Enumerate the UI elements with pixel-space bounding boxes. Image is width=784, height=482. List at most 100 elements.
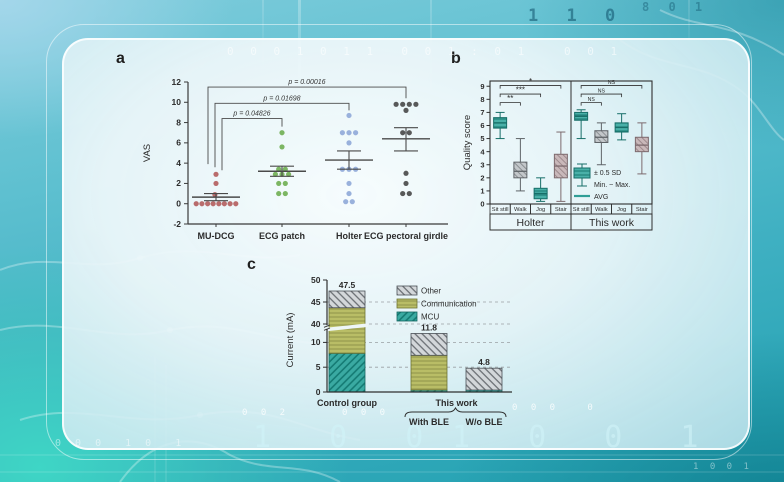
legend-sd-label: ± 0.5 SD <box>594 170 621 177</box>
y-tick-label: 10 <box>172 97 182 107</box>
condition-label: Sit still <box>492 207 509 213</box>
data-point <box>346 130 352 136</box>
data-point <box>406 190 412 197</box>
significance-bracket <box>214 102 350 168</box>
binary-digits-decoration: 1 0 0 1 <box>452 420 719 455</box>
y-tick-label: 12 <box>172 77 182 87</box>
condition-label: Stair <box>636 207 648 213</box>
significance-bracket <box>499 102 521 106</box>
y-tick-label: 8 <box>480 95 484 104</box>
data-point <box>233 201 239 207</box>
y-tick-label: 6 <box>176 138 181 148</box>
data-point <box>400 101 406 107</box>
binary-digits-decoration: 0 0 0 0 <box>512 403 597 413</box>
data-point <box>400 130 406 136</box>
y-tick-label: 50 <box>311 275 321 285</box>
y-axis-title: Quality score <box>462 115 473 170</box>
data-point <box>400 190 406 197</box>
data-point <box>349 199 355 205</box>
data-point <box>210 201 216 207</box>
significance-bracket <box>580 85 643 89</box>
legend-avg-label: AVG <box>594 194 608 201</box>
x-category-label: ECG patch <box>259 231 305 241</box>
legend-label: Other <box>421 287 441 296</box>
data-point <box>353 130 359 136</box>
legend-swatch-mcu <box>396 311 418 322</box>
y-tick-label: 7 <box>480 108 484 117</box>
data-point <box>272 171 278 177</box>
data-point <box>279 144 285 150</box>
data-point <box>282 166 288 172</box>
y-tick-label: 6 <box>480 121 484 130</box>
legend-swatch-other <box>396 285 418 296</box>
data-point <box>282 190 288 197</box>
data-point <box>205 201 211 207</box>
condition-label: Jog <box>617 207 626 213</box>
data-point <box>346 140 352 146</box>
x-category-label: ECG pectoral girdle <box>364 231 448 241</box>
bar-segment-other <box>410 333 448 356</box>
data-point <box>227 201 233 207</box>
y-tick-label: 4 <box>176 158 181 168</box>
y-axis-title: Current (mA) <box>285 313 296 368</box>
significance-label: * <box>529 77 532 86</box>
data-point <box>403 170 409 176</box>
data-point <box>346 190 352 197</box>
data-point <box>276 166 282 172</box>
y-tick-label: 0 <box>176 199 181 209</box>
significance-bracket <box>207 86 407 165</box>
binary-digits-decoration: 0 0 0 1 0 1 1 0 0 1 : 0 1 0 0 1 <box>227 45 623 58</box>
y-tick-label: 0 <box>480 200 484 209</box>
bar-segment-communication <box>410 354 448 391</box>
significance-label: NS <box>598 89 606 95</box>
bar-total-label: 47.5 <box>339 280 356 290</box>
significance-bracket <box>499 93 542 98</box>
data-point <box>216 201 222 207</box>
x-group-label: This work <box>435 398 478 408</box>
legend-minmax-label: Min. ~ Max. <box>594 182 630 189</box>
bar-total-label: 11.8 <box>421 322 437 332</box>
y-tick-label: 0 <box>316 387 321 397</box>
significance-label: NS <box>608 80 616 86</box>
p-value-label: p = 0.01698 <box>262 95 300 102</box>
binary-digits-decoration: 1 1 0 <box>528 6 625 26</box>
legend-box-glyph <box>573 167 591 179</box>
y-tick-label: -2 <box>173 219 181 229</box>
x-category-label: MU-DCG <box>198 231 235 241</box>
panel-a-scatter-chart: -2 0 2 4 6 8 10 12 VAS MU-DCG ECG patch Holter ECG p… <box>142 77 448 241</box>
data-point <box>343 199 349 205</box>
binary-digits-decoration: 1 0 0 1 <box>693 462 752 472</box>
data-point <box>403 180 409 187</box>
y-axis-title: VAS <box>142 144 153 162</box>
legend-label: MCU <box>421 313 439 322</box>
significance-bracket <box>580 102 602 106</box>
data-point <box>413 101 419 107</box>
panel-c-stacked-bar-chart: 47.5 11.8 4.8 0 5 10 40 45 50 Current (mA) Other Co… <box>285 275 512 427</box>
bar-total-label: 4.8 <box>478 357 490 367</box>
data-point <box>346 112 352 119</box>
panel-c-letter: c <box>247 256 256 273</box>
data-point <box>212 191 218 198</box>
significance-label: ** <box>507 94 513 103</box>
bar-segment-mcu <box>328 352 366 393</box>
panel-b-letter: b <box>451 50 461 67</box>
y-tick-label: 8 <box>176 117 181 127</box>
data-point <box>339 130 345 136</box>
y-tick-label: 40 <box>311 319 321 329</box>
x-category-label: Holter <box>336 231 363 241</box>
data-point <box>403 107 409 113</box>
data-point <box>199 201 205 207</box>
light-streak <box>688 0 690 60</box>
data-point <box>393 101 399 107</box>
y-tick-label: 5 <box>480 134 484 143</box>
condition-label: Jog <box>536 207 545 213</box>
data-point <box>346 180 352 187</box>
box <box>594 130 609 143</box>
data-point <box>213 171 219 177</box>
card-outline <box>46 24 752 460</box>
y-tick-label: 9 <box>480 82 484 91</box>
binary-digits-decoration: 8 0 1 <box>642 0 709 14</box>
significance-label: NS <box>588 97 596 103</box>
